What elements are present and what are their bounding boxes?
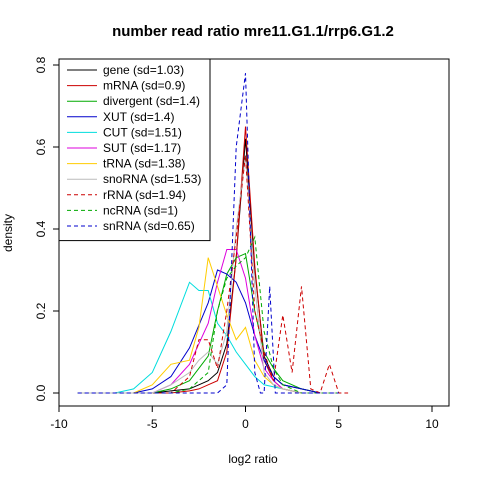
- legend-label: rRNA (sd=1.94): [103, 188, 186, 202]
- y-tick-label: 0.6: [34, 138, 48, 155]
- legend-label: SUT (sd=1.17): [103, 141, 181, 155]
- legend-label: ncRNA (sd=1): [103, 203, 178, 217]
- y-axis-label: density: [1, 214, 15, 252]
- series-layer: [77, 73, 349, 394]
- series-line-5: [77, 249, 339, 394]
- x-axis-label: log2 ratio: [228, 452, 278, 466]
- x-tick-label: -5: [147, 417, 158, 431]
- legend-label: CUT (sd=1.51): [103, 125, 182, 139]
- y-tick-label: 0.0: [34, 384, 48, 401]
- legend-label: mRNA (sd=0.9): [103, 79, 185, 93]
- chart-title: number read ratio mre11.G1.1/rrp6.G1.2: [112, 23, 394, 40]
- y-tick-label: 0.2: [34, 302, 48, 319]
- legend-label: divergent (sd=1.4): [103, 94, 200, 108]
- x-tick-label: 5: [335, 417, 342, 431]
- legend-label: tRNA (sd=1.38): [103, 157, 185, 171]
- legend-label: snRNA (sd=0.65): [103, 219, 195, 233]
- y-tick-label: 0.8: [34, 56, 48, 73]
- legend-label: snoRNA (sd=1.53): [103, 172, 201, 186]
- legend-label: gene (sd=1.03): [103, 63, 184, 77]
- series-line-9: [77, 235, 339, 394]
- legend: gene (sd=1.03) mRNA (sd=0.9)divergent (sd…: [58, 58, 211, 242]
- series-line-4: [77, 281, 339, 394]
- axes: -10 -5 0 5 10 0.0 0.2 0.4 0.6 0.8: [34, 56, 439, 431]
- series-line-6: [77, 257, 339, 394]
- series-line-3: [77, 269, 339, 394]
- legend-label: XUT (sd=1.4): [103, 110, 174, 124]
- x-tick-label: 10: [425, 417, 439, 431]
- x-tick-label: 0: [242, 417, 249, 431]
- y-tick-label: 0.4: [34, 220, 48, 237]
- x-tick-label: -10: [50, 417, 68, 431]
